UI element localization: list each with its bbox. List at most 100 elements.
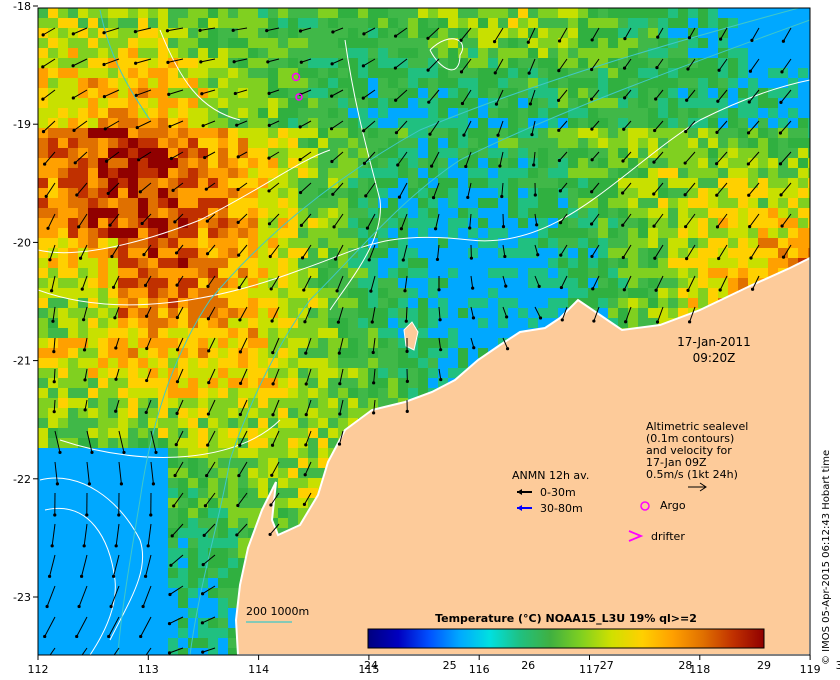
sst-pixel <box>408 268 418 278</box>
sst-pixel <box>258 38 268 48</box>
sst-pixel <box>558 228 568 238</box>
sst-pixel <box>528 88 538 98</box>
sst-pixel <box>548 138 558 148</box>
sst-pixel <box>158 468 168 478</box>
sst-pixel <box>578 58 588 68</box>
sst-pixel <box>138 268 148 278</box>
sst-pixel <box>108 338 118 348</box>
sst-pixel <box>478 208 488 218</box>
sst-pixel <box>58 88 68 98</box>
sst-pixel <box>618 48 628 58</box>
sst-pixel <box>578 48 588 58</box>
sst-pixel <box>58 538 68 548</box>
sst-pixel <box>368 98 378 108</box>
sst-pixel <box>508 218 518 228</box>
sst-pixel <box>108 458 118 468</box>
sst-pixel <box>88 628 98 638</box>
sst-pixel <box>368 48 378 58</box>
sst-pixel <box>278 28 288 38</box>
sst-pixel <box>398 68 408 78</box>
sst-pixel <box>48 618 58 628</box>
sst-pixel <box>348 218 358 228</box>
sst-pixel <box>628 128 638 138</box>
sst-pixel <box>318 58 328 68</box>
sst-pixel <box>188 368 198 378</box>
sst-pixel <box>158 638 168 648</box>
sst-pixel <box>768 48 778 58</box>
sst-pixel <box>338 238 348 248</box>
sst-pixel <box>78 618 88 628</box>
sst-pixel <box>198 128 208 138</box>
sst-pixel <box>618 98 628 108</box>
sst-pixel <box>78 258 88 268</box>
sst-pixel <box>268 118 278 128</box>
sst-pixel <box>78 438 88 448</box>
sst-pixel <box>568 128 578 138</box>
sst-pixel <box>538 308 548 318</box>
sst-pixel <box>78 378 88 388</box>
sst-pixel <box>498 288 508 298</box>
sst-pixel <box>178 108 188 118</box>
sst-pixel <box>318 348 328 358</box>
sst-pixel <box>168 608 178 618</box>
sst-pixel <box>298 118 308 128</box>
sst-pixel <box>228 638 238 648</box>
sst-pixel <box>638 318 648 328</box>
sst-pixel <box>548 158 558 168</box>
sst-pixel <box>608 158 618 168</box>
sst-pixel <box>788 128 798 138</box>
sst-pixel <box>358 218 368 228</box>
sst-pixel <box>768 78 778 88</box>
sst-pixel <box>688 178 698 188</box>
sst-pixel <box>318 438 328 448</box>
sst-pixel <box>528 38 538 48</box>
sst-pixel <box>78 138 88 148</box>
sst-pixel <box>788 158 798 168</box>
sst-pixel <box>698 258 708 268</box>
sst-pixel <box>138 98 148 108</box>
sst-pixel <box>428 138 438 148</box>
sst-pixel <box>278 408 288 418</box>
sst-pixel <box>458 298 468 308</box>
sst-pixel <box>548 118 558 128</box>
sst-pixel <box>288 398 298 408</box>
sst-pixel <box>288 408 298 418</box>
sst-pixel <box>558 298 568 308</box>
sst-pixel <box>378 328 388 338</box>
sst-pixel <box>58 588 68 598</box>
sst-pixel <box>378 48 388 58</box>
sst-pixel <box>208 458 218 468</box>
sst-pixel <box>188 528 198 538</box>
sst-pixel <box>668 278 678 288</box>
sst-pixel <box>58 398 68 408</box>
sst-pixel <box>128 258 138 268</box>
sst-pixel <box>248 108 258 118</box>
sst-pixel <box>178 478 188 488</box>
sst-pixel <box>208 158 218 168</box>
sst-pixel <box>698 188 708 198</box>
sst-pixel <box>228 108 238 118</box>
sst-pixel <box>458 48 468 58</box>
sst-pixel <box>358 388 368 398</box>
sst-pixel <box>218 448 228 458</box>
sst-pixel <box>738 228 748 238</box>
sst-pixel <box>238 248 248 258</box>
sst-pixel <box>108 468 118 478</box>
sst-pixel <box>258 388 268 398</box>
sst-pixel <box>128 68 138 78</box>
sst-pixel <box>408 98 418 108</box>
sst-pixel <box>408 68 418 78</box>
sst-pixel <box>338 418 348 428</box>
sst-pixel <box>238 298 248 308</box>
sst-pixel <box>48 368 58 378</box>
sst-pixel <box>578 268 588 278</box>
sst-pixel <box>508 78 518 88</box>
sst-pixel <box>158 348 168 358</box>
sst-pixel <box>78 408 88 418</box>
sst-pixel <box>458 278 468 288</box>
sst-pixel <box>688 188 698 198</box>
sst-pixel <box>128 298 138 308</box>
sst-pixel <box>88 328 98 338</box>
sst-pixel <box>468 308 478 318</box>
sst-pixel <box>488 8 498 18</box>
